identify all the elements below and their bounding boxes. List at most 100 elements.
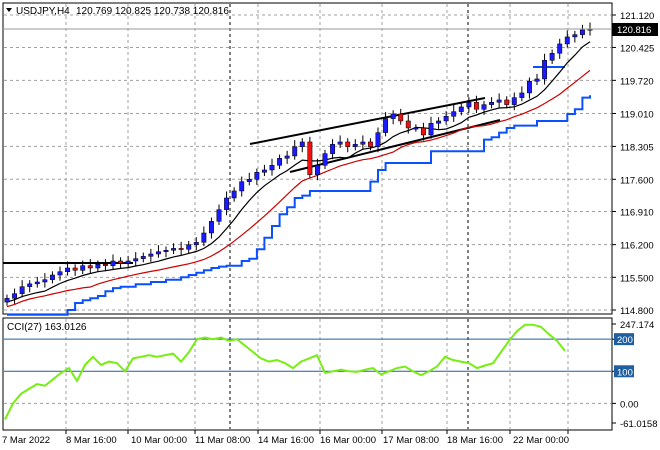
time-tick-label: 16 Mar 00:00 xyxy=(320,435,376,446)
candle-bull xyxy=(352,144,358,147)
fast-moving-average xyxy=(6,41,591,303)
price-tick-label: 119.010 xyxy=(620,109,654,120)
candle-bull xyxy=(496,99,502,103)
candle-bear xyxy=(420,127,426,136)
candle-bull xyxy=(231,190,237,199)
candle-bear xyxy=(473,102,479,110)
time-axis: 7 Mar 2022 8 Mar 16:00 10 Mar 00:00 11 Mar … xyxy=(2,430,569,446)
dropdown-triangle-icon xyxy=(6,8,12,12)
trailing-stop-line xyxy=(7,95,591,316)
slow-moving-average xyxy=(6,69,591,308)
candle-bull xyxy=(208,221,214,234)
time-tick-label: 14 Mar 16:00 xyxy=(258,435,314,446)
candle-bull xyxy=(95,264,101,269)
price-tick-label: 116.910 xyxy=(620,208,654,219)
candle-bear xyxy=(398,113,404,122)
cci-panel[interactable] xyxy=(2,317,613,431)
price-tick-label: 117.600 xyxy=(620,175,654,186)
candle-bull xyxy=(171,248,177,251)
candle-bull xyxy=(42,279,48,283)
candle-bull xyxy=(216,209,222,222)
cci-level-label: 200 xyxy=(617,335,633,346)
candle-bull xyxy=(140,256,146,259)
cci-axis: 247.174 200 100 0.00 -61.0158 xyxy=(612,320,658,430)
candle-bull xyxy=(564,36,570,45)
candle-bull xyxy=(413,127,419,130)
candle-bull xyxy=(148,253,154,257)
candle-bull xyxy=(125,260,131,264)
cci-level-badge xyxy=(614,365,634,378)
grid-lines xyxy=(4,4,611,429)
price-tick-label: 114.800 xyxy=(620,306,654,317)
price-axis: 121.120 120.425 119.720 119.010 118.305 117.6… xyxy=(612,11,654,317)
cci-tick-label: 0.00 xyxy=(620,399,639,410)
candle-bear xyxy=(178,248,184,250)
candle-bull xyxy=(579,29,585,35)
candle-bull xyxy=(57,271,63,276)
fast-ma-path xyxy=(6,41,591,303)
price-tick-label: 116.200 xyxy=(620,241,654,252)
candle-bull xyxy=(254,172,260,180)
candle-bull xyxy=(360,141,366,145)
candle-bull xyxy=(27,283,33,287)
candle-bull xyxy=(458,106,464,112)
candle-bull xyxy=(330,144,336,154)
time-tick-label: 8 Mar 16:00 xyxy=(66,435,117,446)
cci-label: CCI(27) 163.0126 xyxy=(7,322,87,333)
symbol-name: USDJPY,H4 xyxy=(16,6,70,17)
symbol-ohlc: 120.769 120.825 120.738 120.816 xyxy=(76,6,229,17)
symbol-header: USDJPY,H4 120.769 120.825 120.738 120.81… xyxy=(6,6,229,17)
price-tick-label: 119.720 xyxy=(620,76,654,87)
candle-bull xyxy=(557,43,563,54)
candle-bear xyxy=(345,141,351,147)
candle-bear xyxy=(87,265,93,269)
cci-tick-label: -61.0158 xyxy=(620,419,658,430)
candle-bull xyxy=(110,260,116,266)
time-tick-label: 17 Mar 08:00 xyxy=(383,435,439,446)
candle-bull xyxy=(292,146,298,157)
candle-bear xyxy=(367,141,373,147)
candle-bull xyxy=(269,165,275,171)
candle-bull xyxy=(519,92,525,98)
cci-path xyxy=(4,323,566,420)
candle-bull xyxy=(337,141,343,145)
trendline-channel-upper xyxy=(249,97,486,145)
candle-bull xyxy=(511,97,517,105)
candle-bull xyxy=(549,53,555,61)
candle-bull xyxy=(489,102,495,105)
candle-bull xyxy=(526,81,532,94)
candle-bull xyxy=(239,181,245,192)
candle-bull xyxy=(451,111,457,117)
candle-bull xyxy=(322,153,328,166)
candle-bear xyxy=(504,99,510,105)
price-tick-label: 120.425 xyxy=(620,43,654,54)
candle-bull xyxy=(49,274,55,280)
cci-line xyxy=(4,323,566,420)
candle-bull xyxy=(542,60,548,80)
price-tick-label: 121.120 xyxy=(620,11,654,22)
candle-bull xyxy=(284,155,290,159)
candle-bull xyxy=(80,265,86,271)
candle-bull xyxy=(4,298,10,303)
candle-bull xyxy=(436,120,442,124)
candle-bull xyxy=(186,244,192,250)
time-tick-label: 18 Mar 16:00 xyxy=(447,435,503,446)
candle-bear xyxy=(307,141,313,175)
cci-tick-label: 247.174 xyxy=(620,320,654,331)
candle-bull xyxy=(163,250,169,252)
price-tick-label: 118.305 xyxy=(620,142,654,153)
candle-bull xyxy=(224,197,230,210)
candle-bull xyxy=(572,34,578,38)
candle-bull xyxy=(314,165,320,175)
candle-bull xyxy=(201,232,207,243)
candlesticks[interactable] xyxy=(4,22,593,306)
candle-bull xyxy=(383,118,389,133)
candle-bull xyxy=(12,293,18,299)
current-price-marker: 120.816 xyxy=(612,23,658,36)
time-tick-label: 22 Mar 00:00 xyxy=(513,435,569,446)
cci-level-badge xyxy=(614,333,634,346)
candle-bull xyxy=(534,78,540,82)
candle-bear xyxy=(118,260,124,264)
candle-bear xyxy=(405,120,411,129)
